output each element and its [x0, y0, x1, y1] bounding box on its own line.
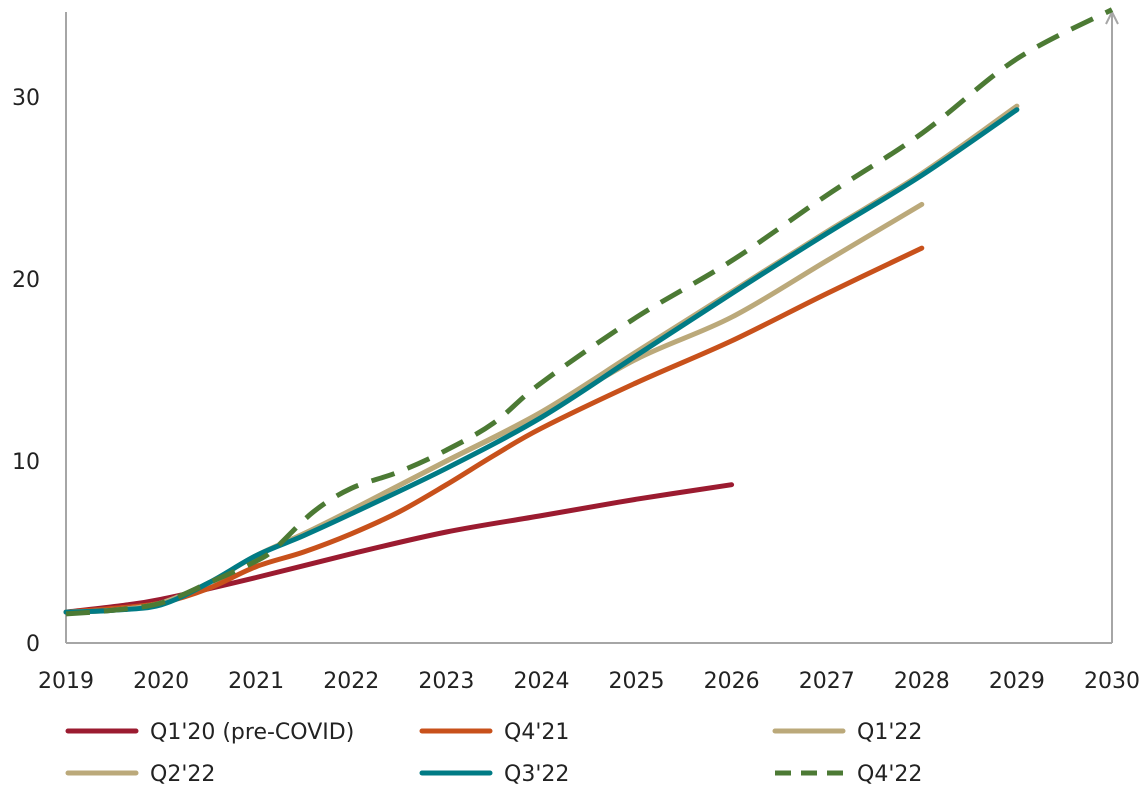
series-line-q1-20-pre-covid [63, 482, 735, 615]
legend-item: Q4'21 [419, 720, 569, 745]
series-line-q1-22 [63, 103, 1020, 615]
series-lines [63, 7, 1114, 617]
series-line-q2-22 [63, 201, 925, 615]
legend-item: Q3'22 [419, 762, 569, 785]
x-tick-label: 2019 [38, 669, 94, 694]
x-tick-label: 2024 [513, 669, 569, 694]
x-tick-labels: 2019 2020 2021 2022 2023 2024 2025 2026 2027 2028… [38, 669, 1140, 694]
x-tick-label: 2025 [609, 669, 665, 694]
y-tick-label: 20 [12, 268, 40, 293]
legend-item: Q2'22 [65, 762, 215, 785]
x-tick-label: 2022 [323, 669, 379, 694]
legend-item: Q1'20 (pre-COVID) [65, 720, 354, 745]
x-tick-label: 2029 [989, 669, 1045, 694]
x-tick-label: 2023 [418, 669, 474, 694]
y-tick-label: 0 [26, 632, 40, 657]
x-tick-label: 2028 [894, 669, 950, 694]
legend-label: Q1'20 (pre-COVID) [150, 720, 354, 745]
y-tick-labels: 0 10 20 30 [12, 86, 40, 657]
legend-label: Q1'22 [857, 720, 922, 745]
legend-label: Q4'22 [857, 762, 922, 785]
x-tick-label: 2020 [133, 669, 189, 694]
series-line-q3-22 [63, 107, 1020, 615]
legend: Q1'20 (pre-COVID) Q4'21 Q1'22 Q2'22 Q3'22 Q4'… [65, 720, 922, 785]
x-tick-label: 2030 [1084, 669, 1140, 694]
y-tick-label: 10 [12, 450, 40, 475]
legend-label: Q2'22 [150, 762, 215, 785]
x-tick-label: 2021 [228, 669, 284, 694]
y-tick-label: 30 [12, 86, 40, 111]
chart-axes [65, 9, 1119, 644]
x-tick-label: 2026 [704, 669, 760, 694]
legend-label: Q3'22 [504, 762, 569, 785]
series-line-q4-22 [65, 7, 1114, 617]
x-tick-label: 2027 [799, 669, 855, 694]
series-line-q4-21 [63, 245, 925, 615]
legend-item: Q4'22 [775, 762, 922, 785]
legend-item: Q1'22 [772, 720, 922, 745]
legend-label: Q4'21 [504, 720, 569, 745]
